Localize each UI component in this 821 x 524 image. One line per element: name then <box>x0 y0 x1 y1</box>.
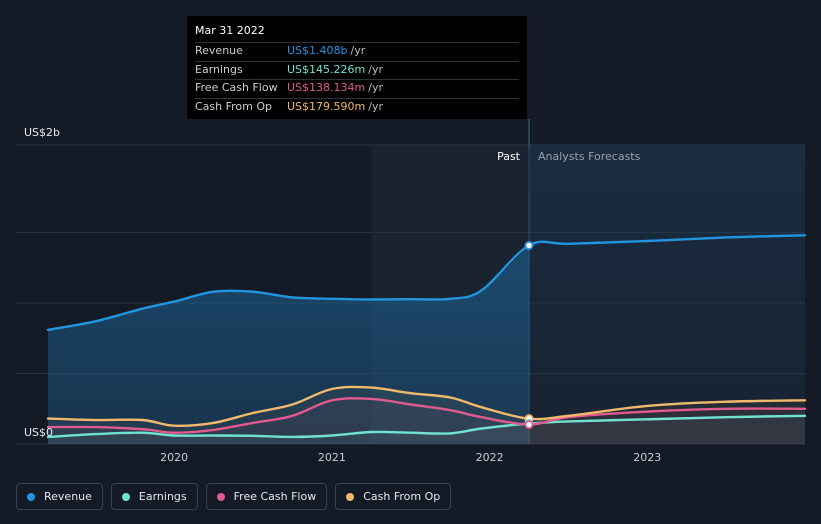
tooltip-value: US$179.590m <box>287 99 366 113</box>
legend-dot-icon <box>27 492 35 501</box>
tooltip-unit: /yr <box>368 99 383 113</box>
tooltip-unit: /yr <box>350 44 366 57</box>
legend-item-earnings[interactable]: Earnings <box>110 483 198 510</box>
legend-label: Earnings <box>138 490 187 503</box>
tooltip-value: US$145.226m <box>287 62 366 76</box>
tooltip-date: Mar 31 2022 <box>195 24 265 37</box>
series-line-revenue <box>46 234 807 331</box>
tooltip: Mar 31 2022 Revenue US$1.408b /yr Earnin… <box>187 16 527 119</box>
tooltip-label: Free Cash Flow <box>195 81 278 94</box>
tooltip-label: Earnings <box>195 62 243 76</box>
past-label: Past <box>497 150 521 163</box>
tooltip-value: US$1.408b <box>287 44 348 57</box>
series-area-free-cash-flow <box>48 398 805 444</box>
tooltip-row-cash-from-op: Cash From Op US$179.590m /yr <box>195 97 519 117</box>
tooltip-row-revenue: Revenue US$1.408b /yr <box>195 42 519 61</box>
y-tick-label-bottom: US$0 <box>24 426 53 439</box>
series-area-earnings <box>48 415 805 444</box>
legend-label: Free Cash Flow <box>233 490 317 503</box>
series-line-earnings <box>46 414 807 439</box>
legend-item-revenue[interactable]: Revenue <box>16 483 103 510</box>
tooltip-unit: /yr <box>368 81 383 94</box>
legend-label: Revenue <box>44 490 92 503</box>
series-line-cash-from-op <box>46 385 807 427</box>
tooltip-row-earnings: Earnings US$145.226m /yr <box>195 60 519 80</box>
legend-dot-icon <box>346 492 355 501</box>
x-tick-label-2021: 2021 <box>318 451 346 464</box>
legend-item-free-cash-flow[interactable]: Free Cash Flow <box>205 483 328 510</box>
legend-item-cash-from-op[interactable]: Cash From Op <box>335 483 452 510</box>
marker-free-cash-flow <box>524 420 534 430</box>
legend-dot-icon <box>121 492 130 501</box>
x-tick-label-2020: 2020 <box>160 451 188 464</box>
x-tick-label-2022: 2022 <box>476 451 504 464</box>
x-tick-label-2023: 2023 <box>633 451 661 464</box>
series-area-cash-from-op <box>48 386 805 444</box>
forecast-band <box>529 145 805 444</box>
tooltip-label: Revenue <box>195 44 243 57</box>
legend-dot-icon <box>216 492 225 501</box>
tooltip-label: Cash From Op <box>195 99 273 113</box>
tooltip-row-free-cash-flow: Free Cash Flow US$138.134m /yr <box>195 79 519 98</box>
legend-label: Cash From Op <box>363 490 441 503</box>
tooltip-unit: /yr <box>368 62 383 76</box>
y-tick-label-top: US$2b <box>24 126 60 139</box>
tooltip-value: US$138.134m <box>287 81 366 94</box>
legend: Revenue Earnings Free Cash Flow Cash Fro… <box>16 483 452 510</box>
series-area-revenue <box>48 245 529 444</box>
forecast-label: Analysts Forecasts <box>538 150 641 163</box>
series-line-free-cash-flow <box>46 397 807 434</box>
marker-revenue <box>524 240 534 250</box>
